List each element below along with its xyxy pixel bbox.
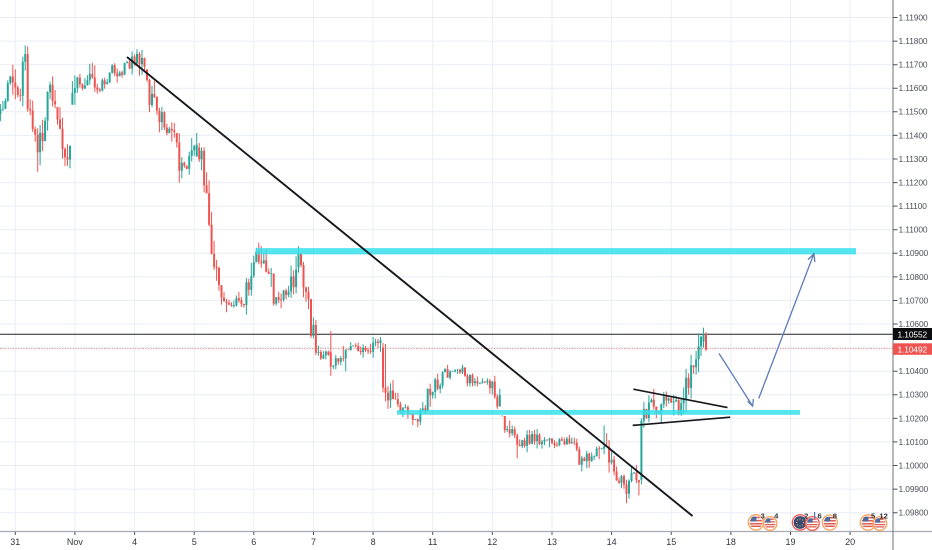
svg-text:1.09800: 1.09800 [899, 508, 929, 518]
svg-text:Nov: Nov [67, 537, 84, 547]
svg-text:1.10300: 1.10300 [899, 390, 929, 400]
svg-text:2: 2 [804, 512, 808, 521]
svg-text:5: 5 [192, 537, 197, 547]
svg-text:15: 15 [666, 537, 676, 547]
svg-text:8: 8 [833, 512, 837, 521]
svg-text:1.11300: 1.11300 [899, 154, 928, 164]
svg-text:1.10552: 1.10552 [898, 329, 928, 339]
svg-text:1.11700: 1.11700 [899, 60, 928, 70]
svg-text:8: 8 [371, 537, 376, 547]
svg-text:1.10000: 1.10000 [899, 460, 929, 470]
svg-text:1.11400: 1.11400 [899, 130, 928, 140]
svg-text:1.11500: 1.11500 [899, 107, 928, 117]
svg-text:1.10600: 1.10600 [899, 319, 929, 329]
svg-text:1.09900: 1.09900 [899, 484, 929, 494]
svg-text:18: 18 [726, 537, 736, 547]
svg-text:1.11600: 1.11600 [899, 83, 928, 93]
svg-text:1.10900: 1.10900 [899, 248, 929, 258]
svg-text:12: 12 [879, 512, 887, 521]
svg-text:3: 3 [761, 512, 765, 521]
svg-text:1.11000: 1.11000 [899, 225, 928, 235]
svg-text:13: 13 [547, 537, 557, 547]
svg-text:1.11100: 1.11100 [899, 201, 928, 211]
svg-text:11: 11 [428, 537, 437, 547]
svg-text:1.10700: 1.10700 [899, 295, 929, 305]
svg-text:31: 31 [10, 537, 20, 547]
svg-text:1.10100: 1.10100 [899, 437, 929, 447]
svg-text:1.11900: 1.11900 [899, 12, 928, 22]
svg-text:12: 12 [487, 537, 497, 547]
svg-text:1.10492: 1.10492 [898, 344, 928, 354]
svg-text:1.10400: 1.10400 [899, 366, 929, 376]
svg-text:1.11200: 1.11200 [899, 178, 928, 188]
svg-text:6: 6 [251, 537, 256, 547]
svg-text:14: 14 [607, 537, 617, 547]
svg-text:7: 7 [311, 537, 316, 547]
svg-text:1.10200: 1.10200 [899, 413, 929, 423]
svg-text:6: 6 [817, 512, 821, 521]
svg-text:4: 4 [774, 512, 779, 521]
svg-text:4: 4 [132, 537, 137, 547]
svg-text:19: 19 [785, 537, 795, 547]
svg-text:1.10800: 1.10800 [899, 272, 929, 282]
svg-text:1.11800: 1.11800 [899, 36, 928, 46]
svg-text:5: 5 [871, 512, 876, 521]
svg-text:20: 20 [845, 537, 855, 547]
